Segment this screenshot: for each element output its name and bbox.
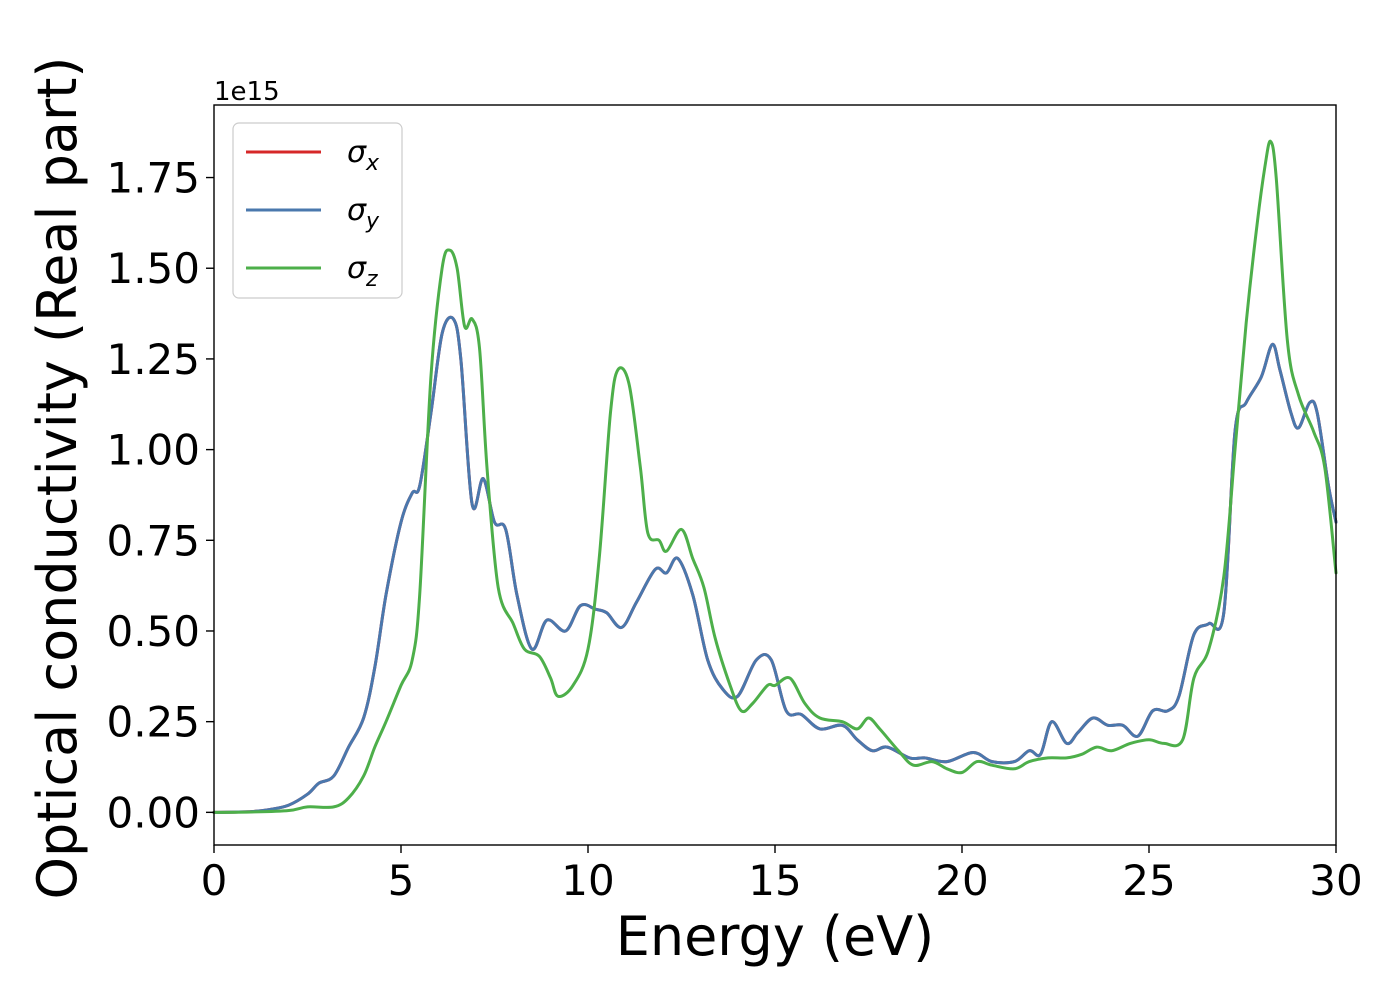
series-lines: [212, 139, 1338, 814]
x-tick-label: 15: [748, 856, 801, 905]
y-tick-label: 1.00: [106, 426, 200, 475]
legend: σx σy σz: [232, 122, 403, 299]
y-tick-label: 0.75: [106, 516, 200, 565]
y-tick-label: 1.50: [106, 244, 200, 293]
series-line-y: [212, 315, 1338, 814]
x-axis-title: Energy (eV): [616, 905, 935, 968]
x-tick-label: 30: [1309, 856, 1362, 905]
legend-label-x: σx: [347, 135, 380, 176]
y-tick-label: 1.75: [106, 154, 200, 203]
y-tick-label: 0.50: [106, 607, 200, 656]
y-offset-label: 1e15: [214, 77, 280, 107]
x-tick-label: 25: [1122, 856, 1175, 905]
x-tick-label: 5: [388, 856, 415, 905]
series-line-z: [212, 139, 1338, 814]
y-tick-label: 0.00: [106, 788, 200, 837]
y-axis-ticks: 0.00 0.25 0.50 0.75 1.00 1.25 1.50 1.75: [106, 154, 214, 837]
y-tick-label: 1.25: [106, 335, 200, 384]
x-tick-label: 0: [201, 856, 228, 905]
y-axis-title: Optical conductivity (Real part): [26, 57, 89, 900]
x-tick-label: 10: [561, 856, 614, 905]
legend-label-y: σy: [347, 193, 380, 234]
legend-label-z: σz: [347, 251, 378, 292]
x-tick-label: 20: [935, 856, 988, 905]
y-tick-label: 0.25: [106, 698, 200, 747]
x-axis-ticks: 0 5 10 15 20 25 30: [201, 845, 1363, 905]
